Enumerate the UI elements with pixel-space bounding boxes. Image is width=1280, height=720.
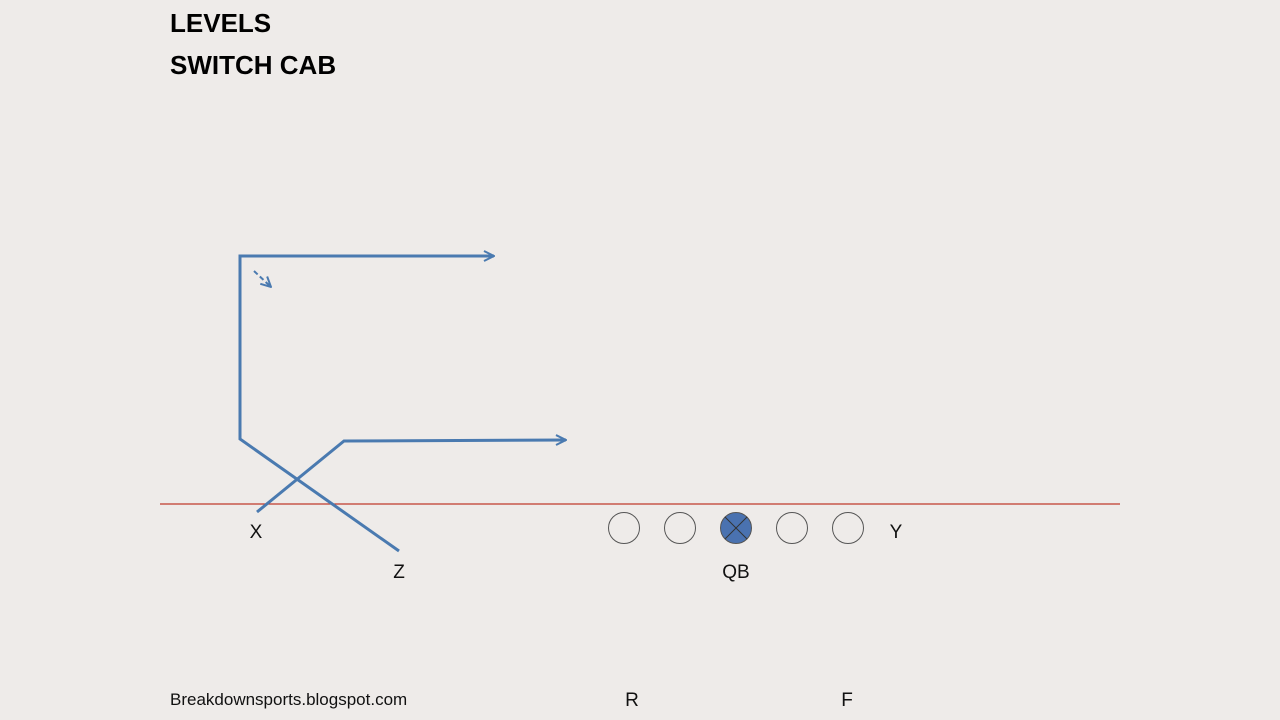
- lineman-circle: [832, 512, 864, 544]
- z-route: [238, 256, 494, 553]
- player-label-x: X: [249, 522, 263, 543]
- play-subtitle: SWITCH CAB: [170, 50, 337, 80]
- player-label-qb: QB: [722, 562, 750, 583]
- player-label-r: R: [625, 690, 639, 711]
- option-route: [253, 270, 271, 287]
- lineman-circle: [608, 512, 640, 544]
- x-route: [256, 440, 566, 514]
- player-label-z: Z: [393, 562, 405, 583]
- lineman-circle: [664, 512, 696, 544]
- play-title: LEVELS: [170, 8, 272, 38]
- footer-credit: Breakdownsports.blogspot.com: [170, 690, 408, 709]
- lineman-circle: [776, 512, 808, 544]
- center-marker: [720, 512, 752, 544]
- player-label-y: Y: [889, 522, 903, 543]
- player-label-f: F: [841, 690, 853, 711]
